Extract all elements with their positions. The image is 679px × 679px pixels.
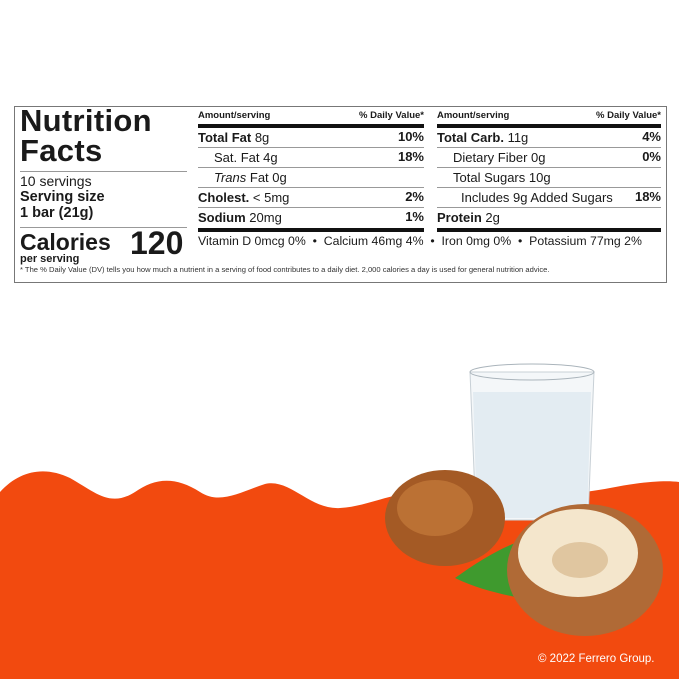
nutrient-name: Total Fat [198, 130, 252, 145]
nutrients-right-column: Amount/serving % Daily Value* Total Carb.… [437, 110, 661, 232]
nutrient-name: Sodium [198, 210, 246, 225]
amount-header: Amount/serving [198, 110, 271, 121]
nutrient-name: Includes 9g Added Sugars [461, 190, 613, 205]
nutrient-name: Cholest. [198, 190, 250, 205]
calories-value: 120 [130, 225, 184, 261]
hazelnut-cracked-image [507, 504, 663, 636]
nutrient-row: Cholest. < 5mg 2% [198, 187, 424, 207]
nutrient-row: Trans Fat 0g [198, 167, 424, 187]
calories-label: Calories [20, 229, 111, 255]
serving-size-value: 1 bar (21g) [20, 205, 94, 221]
nutrient-name: Dietary Fiber [453, 150, 528, 165]
amount-header: Amount/serving [437, 110, 510, 121]
nutrient-daily-value: 1% [405, 209, 424, 224]
nutrient-amount: 11g [507, 130, 529, 145]
nutrient-row: Includes 9g Added Sugars 18% [437, 187, 661, 207]
servings-count: 10 servings [20, 173, 92, 189]
nutrient-name: Total Sugars [453, 170, 526, 185]
nutrient-row: Total Fat 8g 10% [198, 128, 424, 147]
nutrient-daily-value: 0% [642, 149, 661, 164]
nutrition-facts-title: Nutrition Facts [20, 103, 152, 168]
milk-glass-image [469, 363, 595, 521]
nutrient-daily-value: 2% [405, 189, 424, 204]
nutrient-amount: 20mg [249, 210, 282, 225]
nutrient-row: Sat. Fat 4g 18% [198, 147, 424, 167]
nutrition-facts-panel [14, 106, 667, 283]
nutrient-name: Total Carb. [437, 130, 504, 145]
nutrient-amount: 4g [263, 150, 278, 165]
daily-value-footnote: * The % Daily Value (DV) tells you how m… [20, 265, 550, 274]
nutrient-name: Protein [437, 210, 482, 225]
per-serving-label: per serving [20, 253, 80, 265]
dv-header: % Daily Value* [596, 110, 661, 121]
nutrient-row: Dietary Fiber 0g 0% [437, 147, 661, 167]
copyright-text: © 2022 Ferrero Group. [538, 653, 655, 665]
nutrient-name: Sat. Fat [214, 150, 260, 165]
nutrient-amount: 8g [254, 130, 270, 145]
hazelnut-whole-image [385, 470, 505, 566]
vitamins-minerals: Vitamin D 0mcg 0% • Calcium 46mg 4% • Ir… [198, 234, 642, 248]
nutrient-amount: 2g [485, 210, 500, 225]
nutrients-left-column: Amount/serving % Daily Value* Total Fat 8… [198, 110, 424, 232]
nutrient-daily-value: 18% [634, 189, 661, 204]
nutrient-amount: 0g [531, 150, 546, 165]
nutrient-row: Sodium 20mg 1% [198, 207, 424, 227]
orange-wave [0, 471, 679, 679]
nutrient-amount: 10g [528, 170, 551, 185]
nutrient-daily-value: 18% [397, 149, 424, 164]
nutrient-row: Total Carb. 11g 4% [437, 128, 661, 147]
nutrient-name: Trans [214, 170, 247, 185]
nutrient-row: Total Sugars 10g [437, 167, 661, 187]
nutrient-daily-value: 10% [397, 129, 424, 144]
nutrient-row: Protein 2g [437, 207, 661, 227]
nutrient-amount: Fat 0g [249, 170, 287, 185]
serving-size-label: Serving size [20, 189, 105, 205]
nutrient-amount: < 5mg [252, 190, 290, 205]
nutrient-daily-value: 4% [642, 129, 661, 144]
dv-header: % Daily Value* [359, 110, 424, 121]
